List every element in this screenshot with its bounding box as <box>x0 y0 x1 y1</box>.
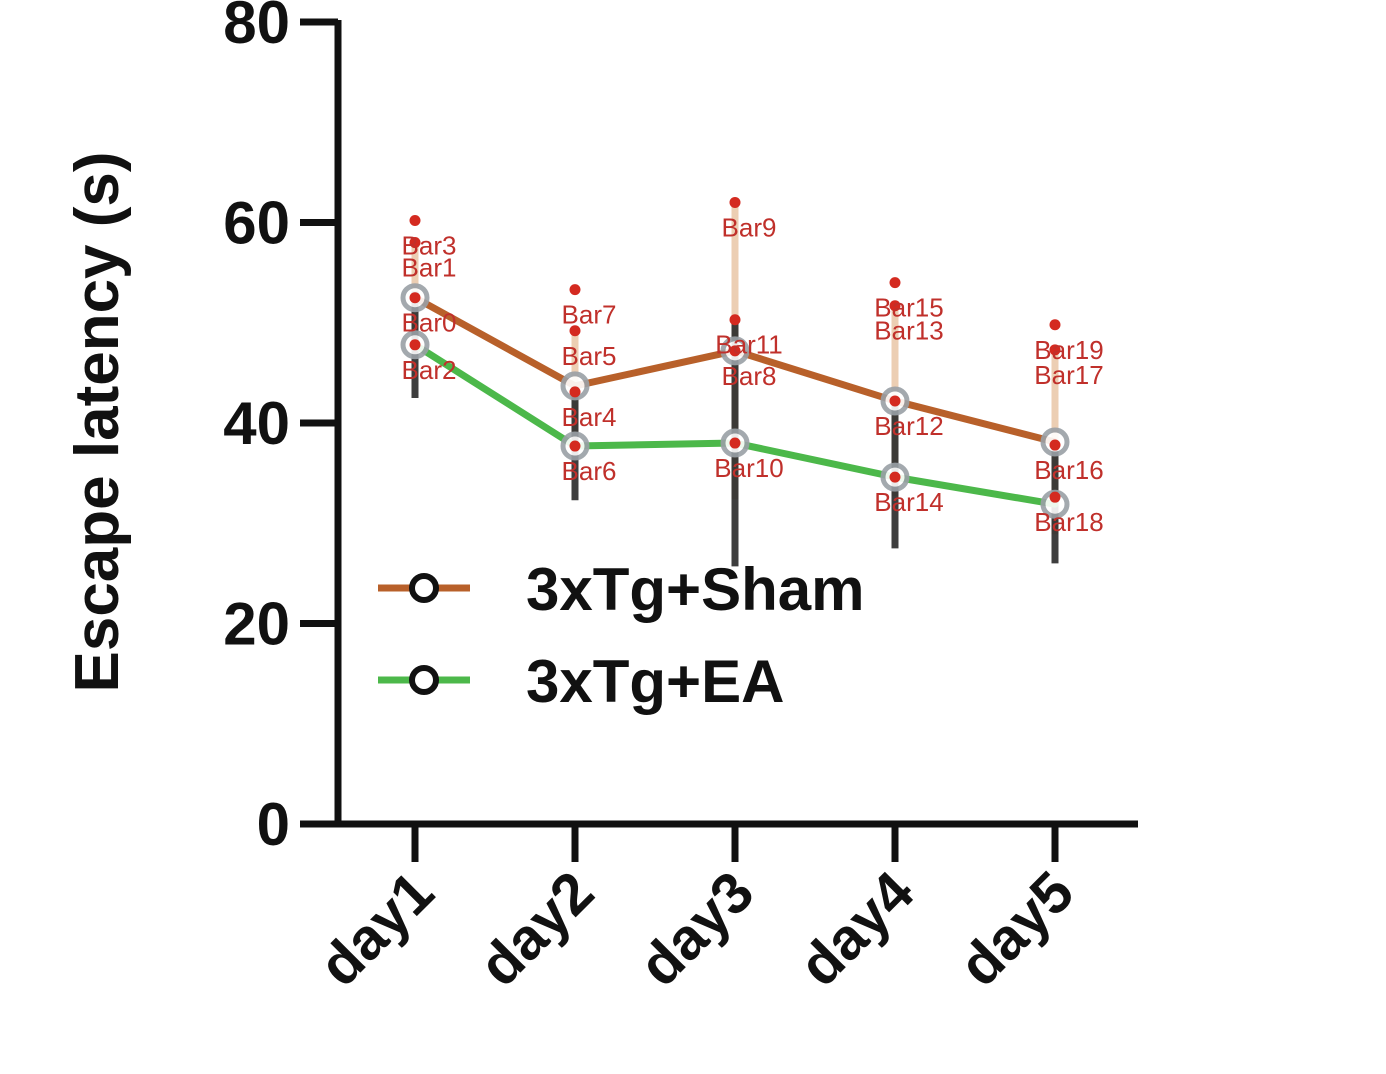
axes: 0 20 40 60 80 day1 day2 day3 day4 day5 <box>223 0 1138 999</box>
annotation-label: Bar1 <box>402 253 457 283</box>
x-tick-label: day5 <box>947 859 1086 998</box>
legend-swatch-marker <box>409 573 439 603</box>
annotation-label: Bar19 <box>1034 335 1103 365</box>
annotation-dot <box>729 314 741 326</box>
annotation-label: Bar5 <box>562 341 617 371</box>
annotation-label: Bar6 <box>562 456 617 486</box>
y-tick-label: 80 <box>223 0 290 56</box>
annotation-dot <box>889 395 901 407</box>
bar-annotations: Bar0 Bar1 Bar2 Bar3 Bar4 Bar5 Bar6 Bar7 Bar8 Bar9… <box>402 196 1104 537</box>
annotation-dot <box>729 437 741 449</box>
annotation-dot <box>409 339 421 351</box>
annotation-label: Bar18 <box>1034 507 1103 537</box>
y-tick-label: 60 <box>223 190 290 257</box>
annotation-dot <box>569 386 581 398</box>
annotation-label: Bar8 <box>722 361 777 391</box>
annotation-dot <box>569 440 581 452</box>
annotation-label: Bar3 <box>402 230 457 260</box>
legend-label: 3xTg+EA <box>526 648 784 715</box>
y-tick-label: 0 <box>257 791 290 858</box>
annotation-label: Bar4 <box>562 402 617 432</box>
x-tick-label: day3 <box>627 859 766 998</box>
annotation-label: Bar13 <box>874 316 943 346</box>
data-point <box>560 371 590 401</box>
annotation-label: Bar12 <box>874 411 943 441</box>
annotation-label: Bar0 <box>402 308 457 338</box>
annotation-dot <box>889 471 901 483</box>
annotation-dot <box>569 325 581 337</box>
annotation-label: Bar17 <box>1034 360 1103 390</box>
annotation-label: Bar2 <box>402 355 457 385</box>
legend: 3xTg+Sham 3xTg+EA <box>378 556 864 715</box>
annotation-dot <box>1049 491 1061 503</box>
annotation-dot <box>1049 319 1061 331</box>
annotation-label: Bar14 <box>874 487 943 517</box>
annotation-dot <box>409 237 421 249</box>
annotation-label: Bar10 <box>714 453 783 483</box>
y-axis-title: Escape latency (s) <box>63 151 132 692</box>
annotation-dot <box>889 300 901 312</box>
annotation-label: Bar7 <box>562 300 617 330</box>
x-tick-label: day1 <box>307 859 446 998</box>
annotation-dot <box>1049 439 1061 451</box>
annotation-dot <box>409 292 421 304</box>
annotation-dot <box>1049 344 1061 356</box>
x-tick-label: day4 <box>787 859 926 998</box>
annotation-label: Bar11 <box>715 330 782 360</box>
annotation-dot <box>729 196 741 208</box>
y-tick-label: 40 <box>223 390 290 457</box>
legend-label: 3xTg+Sham <box>526 556 864 623</box>
x-tick-label: day2 <box>467 859 606 998</box>
annotation-dot <box>729 345 741 357</box>
annotation-label: Bar15 <box>874 293 943 323</box>
y-tick-label: 20 <box>223 591 290 658</box>
annotation-label: Bar9 <box>722 212 777 242</box>
annotation-dot <box>569 284 581 296</box>
annotation-dot <box>889 277 901 289</box>
annotation-dot <box>409 214 421 226</box>
legend-swatch-marker <box>409 665 439 695</box>
annotation-label: Bar16 <box>1034 455 1103 485</box>
